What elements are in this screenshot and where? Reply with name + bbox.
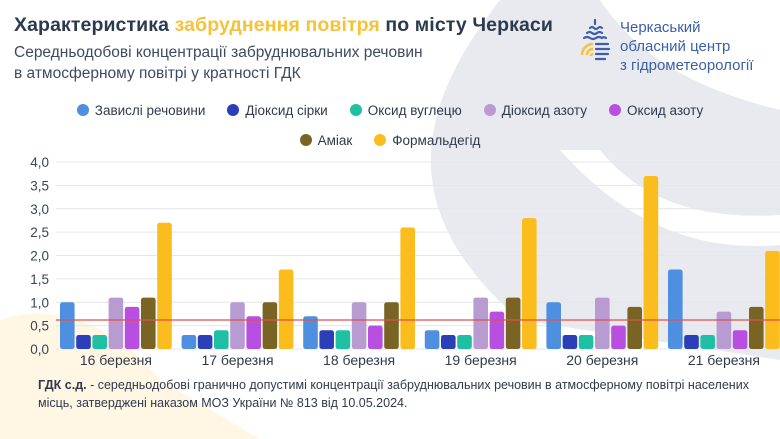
y-tick-label: 1,5: [30, 272, 49, 287]
bar: [278, 269, 294, 349]
bar: [214, 330, 229, 349]
bar: [351, 302, 367, 349]
legend-color-dot-icon: [299, 134, 312, 146]
bar: [505, 297, 521, 349]
bar: [303, 316, 318, 349]
legend-item[interactable]: Оксид азоту: [609, 103, 703, 118]
bar: [335, 330, 351, 349]
legend-label: Діоксид азоту: [501, 102, 588, 118]
bar: [522, 218, 537, 349]
bar: [60, 302, 75, 349]
bar: [684, 334, 699, 349]
x-tick-label: 20 березня: [566, 352, 638, 368]
subtitle-line-2: в атмосферному повітрі у кратності ГДК: [14, 65, 301, 82]
logo-line-2: обласний центр: [620, 38, 731, 55]
y-tick-label: 4,0: [30, 155, 49, 170]
bar: [441, 334, 456, 349]
legend-label: Завислі речовини: [94, 102, 206, 118]
logo-line-3: з гідрометеорології: [620, 57, 754, 74]
bar-chart: 0,0 0,5 1,0 1,5 2,0 2,5 3,0 3,5 4,0 16 березня 17 …: [30, 155, 780, 368]
title-accent: забруднення повітря: [174, 14, 380, 36]
footnote: ГДК с.д. - середньодобові гранично допус…: [38, 377, 768, 412]
legend-label: Оксид азоту: [627, 102, 704, 118]
bar: [700, 334, 715, 349]
legend-color-dot-icon: [483, 104, 496, 116]
bar: [473, 297, 488, 349]
bar: [595, 297, 610, 349]
bar: [400, 227, 415, 349]
bar: [262, 302, 278, 349]
bar: [578, 334, 594, 349]
logo-line-1: Черкаський: [620, 19, 701, 36]
legend-item[interactable]: Формальдегід: [374, 133, 480, 148]
bar: [489, 311, 505, 349]
bar: [643, 176, 659, 349]
bar: [181, 334, 197, 349]
legend-label: Діоксид сірки: [245, 102, 328, 118]
legend-row-1: Завислі речовини Діоксид сірки Оксид вугле…: [0, 100, 780, 120]
bar: [765, 250, 780, 349]
legend-item[interactable]: Аміак: [299, 132, 353, 148]
bar: [627, 306, 642, 349]
bar: [76, 334, 91, 349]
legend-color-dot-icon: [227, 104, 240, 116]
logo-text: Черкаський обласний центр з гідрометеоро…: [620, 18, 753, 75]
legend-label: Аміак: [317, 132, 353, 148]
bar: [92, 334, 107, 349]
bar: [124, 306, 140, 349]
bar: [368, 325, 383, 349]
x-tick-label: 19 березня: [445, 352, 517, 368]
footnote-term: ГДК с.д.: [38, 378, 87, 392]
bar: [668, 269, 683, 349]
bar: [546, 302, 561, 349]
legend-label: Оксид вуглецю: [367, 102, 462, 118]
y-tick-label: 1,0: [30, 295, 49, 310]
bar: [716, 311, 732, 349]
page-title: Характеристика забруднення повітря по мі…: [14, 14, 553, 36]
bar: [611, 325, 626, 349]
x-tick-label: 21 березня: [688, 352, 760, 368]
bar: [246, 316, 261, 349]
bar: [197, 334, 213, 349]
bar: [157, 222, 172, 349]
y-tick-label: 3,5: [30, 178, 49, 193]
legend-label: Формальдегід: [392, 132, 481, 148]
bar: [562, 334, 578, 349]
bar: [108, 297, 124, 349]
y-tick-label: 0,5: [30, 319, 49, 334]
bar: [424, 330, 440, 349]
legend-item[interactable]: Діоксид азоту: [483, 102, 588, 118]
legend-item[interactable]: Завислі речовини: [76, 102, 206, 118]
header: Характеристика забруднення повітря по мі…: [14, 14, 553, 84]
page-subtitle: Середньодобові концентрації забруднюваль…: [14, 42, 553, 84]
legend-color-dot-icon: [349, 104, 362, 116]
bar: [230, 302, 245, 349]
footnote-text: - середньодобові гранично допустимі конц…: [38, 378, 749, 410]
chart-legend: Завислі речовини Діоксид сірки Оксид вугле…: [0, 100, 780, 150]
bar: [732, 330, 748, 349]
y-tick-label: 2,5: [30, 225, 49, 240]
legend-color-dot-icon: [374, 134, 387, 146]
y-tick-label: 2,0: [30, 249, 49, 264]
bar: [141, 297, 156, 349]
x-tick-label: 16 березня: [80, 352, 152, 368]
legend-item[interactable]: Оксид вуглецю: [349, 102, 462, 118]
subtitle-line-1: Середньодобові концентрації забруднюваль…: [14, 44, 423, 61]
y-tick-label: 3,0: [30, 202, 49, 217]
legend-color-dot-icon: [609, 104, 622, 116]
y-tick-label: 0,0: [30, 342, 49, 357]
legend-color-dot-icon: [76, 104, 89, 116]
organization-logo: Черкаський обласний центр з гідрометеоро…: [578, 18, 753, 75]
bar: [749, 306, 764, 349]
bar: [384, 302, 399, 349]
legend-row-2: Аміак Формальдегід: [0, 130, 780, 150]
bar: [457, 334, 472, 349]
x-tick-label: 17 березня: [201, 352, 273, 368]
water-drop-waves-icon: [580, 18, 611, 61]
legend-item[interactable]: Діоксид сірки: [227, 102, 328, 118]
bar: [319, 330, 334, 349]
x-tick-label: 18 березня: [323, 352, 395, 368]
